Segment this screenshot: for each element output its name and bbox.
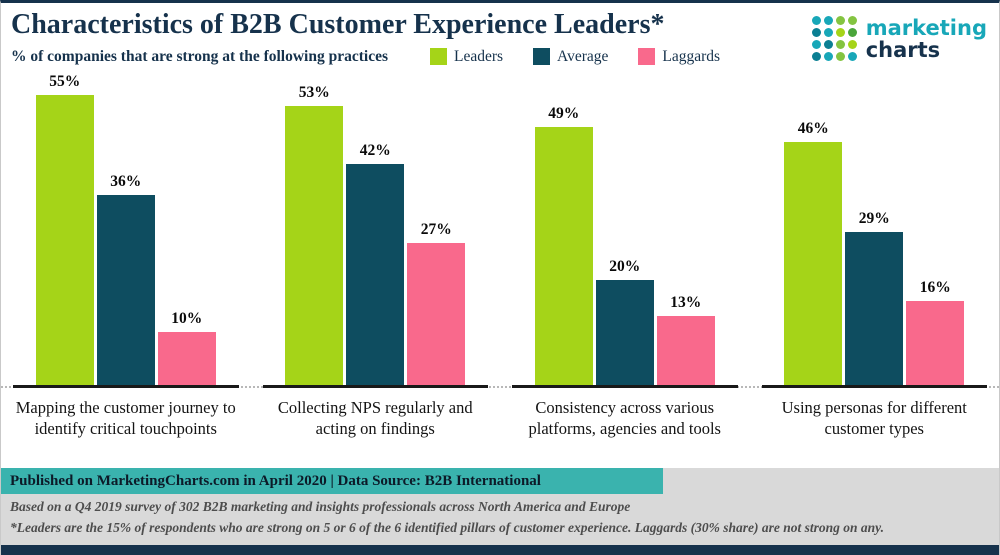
bar-column: 13% bbox=[656, 294, 715, 386]
published-text: Published on MarketingCharts.com in Apri… bbox=[10, 473, 541, 490]
logo-dot-icon bbox=[847, 16, 857, 26]
legend-swatch-icon bbox=[638, 48, 656, 66]
bar-value-label: 29% bbox=[858, 210, 890, 228]
bar-cluster: 46% 29% 16% bbox=[761, 70, 987, 389]
bar-chart: 55% 36% 10% Mapping the customer journey to… bbox=[1, 66, 999, 468]
legend-label: Leaders bbox=[453, 47, 504, 65]
legend-item-leaders: Leaders bbox=[429, 47, 504, 66]
chart-group: 55% 36% 10% Mapping the customer journey to… bbox=[1, 70, 251, 468]
logo-dot-icon bbox=[823, 28, 833, 38]
logo-dot-icon bbox=[835, 52, 845, 62]
logo-dots-icon bbox=[811, 16, 857, 62]
logo-word-marketing: marketing bbox=[865, 15, 987, 40]
category-label: Using personas for different customer ty… bbox=[781, 398, 967, 438]
header: Characteristics of B2B Customer Experien… bbox=[1, 3, 999, 66]
bar-value-label: 42% bbox=[359, 142, 391, 160]
bar-column: 42% bbox=[346, 142, 405, 386]
bar-value-label: 55% bbox=[49, 73, 81, 91]
logo-dot-icon bbox=[811, 28, 821, 38]
title-block: Characteristics of B2B Customer Experien… bbox=[11, 9, 750, 66]
logo-dot-icon bbox=[835, 16, 845, 26]
bar-cluster: 53% 42% 27% bbox=[262, 70, 488, 389]
bar-leaders bbox=[35, 95, 94, 386]
page-title: Characteristics of B2B Customer Experien… bbox=[11, 9, 665, 40]
bar-column: 29% bbox=[845, 210, 904, 386]
bar-column: 36% bbox=[96, 173, 155, 386]
bar-average bbox=[96, 195, 155, 386]
bar-column: 27% bbox=[407, 221, 466, 386]
bar-column: 16% bbox=[906, 279, 965, 386]
bar-laggards bbox=[407, 243, 466, 386]
footnote-definition: *Leaders are the 15% of respondents who … bbox=[10, 520, 885, 536]
chart-group: 46% 29% 16% Using personas for different cu… bbox=[750, 70, 1000, 468]
bar-column: 10% bbox=[157, 310, 216, 386]
bar-value-label: 10% bbox=[171, 310, 203, 328]
logo-dot-icon bbox=[823, 52, 833, 62]
logo-dot-icon bbox=[811, 52, 821, 62]
category-label: Mapping the customer journey to identify… bbox=[15, 398, 236, 438]
logo-dot-icon bbox=[835, 40, 845, 50]
logo-dot-icon bbox=[847, 40, 857, 50]
bar-column: 20% bbox=[595, 258, 654, 386]
logo-dot-icon bbox=[811, 16, 821, 26]
legend-swatch-icon bbox=[533, 48, 551, 66]
logo-dot-icon bbox=[823, 40, 833, 50]
chart-legend: Leaders Average Laggards bbox=[429, 47, 750, 66]
bar-column: 53% bbox=[285, 84, 344, 386]
bar-value-label: 20% bbox=[609, 258, 641, 276]
marketingcharts-logo: marketing charts bbox=[811, 12, 987, 66]
legend-swatch-icon bbox=[429, 48, 447, 66]
logo-dot-icon bbox=[823, 16, 833, 26]
bar-column: 49% bbox=[534, 105, 593, 386]
bar-average bbox=[346, 164, 405, 386]
bar-average bbox=[845, 232, 904, 386]
bar-value-label: 49% bbox=[548, 105, 580, 123]
legend-label: Laggards bbox=[662, 47, 721, 65]
category-label: Collecting NPS regularly and acting on f… bbox=[277, 398, 473, 438]
chart-group: 53% 42% 27% Collecting NPS regularly and ac… bbox=[251, 70, 501, 468]
published-band: Published on MarketingCharts.com in Apri… bbox=[1, 468, 663, 495]
baseline-dotted-line bbox=[1, 386, 999, 389]
legend-label: Average bbox=[557, 47, 609, 65]
footnote-survey: Based on a Q4 2019 survey of 302 B2B mar… bbox=[10, 499, 631, 515]
page-subtitle: % of companies that are strong at the fo… bbox=[11, 47, 388, 65]
logo-dot-icon bbox=[847, 52, 857, 62]
logo-dot-icon bbox=[835, 28, 845, 38]
logo-word-charts: charts bbox=[865, 37, 941, 62]
bar-column: 46% bbox=[784, 120, 843, 386]
bar-laggards bbox=[906, 301, 965, 386]
bar-value-label: 46% bbox=[797, 120, 829, 138]
logo-dot-icon bbox=[847, 28, 857, 38]
bar-leaders bbox=[534, 127, 593, 386]
chart-group: 49% 20% 13% Consistency across various plat… bbox=[500, 70, 750, 468]
bottom-strip bbox=[1, 545, 999, 555]
bar-value-label: 27% bbox=[420, 221, 452, 239]
bar-value-label: 16% bbox=[919, 279, 951, 297]
legend-item-average: Average bbox=[533, 48, 608, 66]
bar-laggards bbox=[157, 332, 216, 386]
logo-dot-icon bbox=[811, 40, 821, 50]
footnotes: Based on a Q4 2019 survey of 302 B2B mar… bbox=[1, 494, 999, 545]
bar-value-label: 53% bbox=[298, 84, 330, 102]
bar-column: 55% bbox=[35, 73, 94, 386]
bar-value-label: 36% bbox=[110, 173, 142, 191]
bar-cluster: 55% 36% 10% bbox=[13, 70, 239, 389]
bar-leaders bbox=[784, 142, 843, 386]
legend-item-laggards: Laggards bbox=[638, 48, 720, 66]
logo-text: marketing charts bbox=[866, 17, 987, 61]
published-row: Published on MarketingCharts.com in Apri… bbox=[1, 468, 999, 495]
bar-value-label: 13% bbox=[670, 294, 702, 312]
category-label: Consistency across various platforms, ag… bbox=[528, 398, 721, 438]
bar-laggards bbox=[656, 316, 715, 386]
bar-cluster: 49% 20% 13% bbox=[512, 70, 738, 389]
bar-average bbox=[595, 280, 654, 386]
bar-leaders bbox=[285, 106, 344, 386]
